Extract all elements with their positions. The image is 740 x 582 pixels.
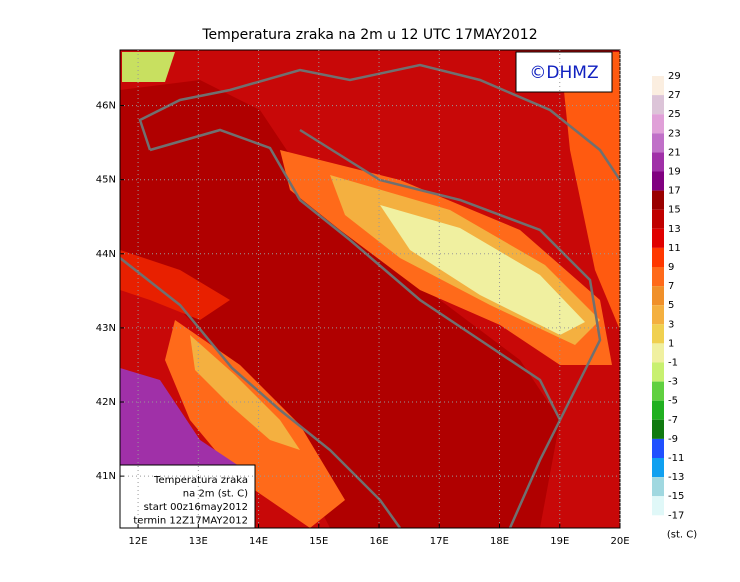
colorbar-label: 27 — [668, 90, 681, 101]
y-tick-label: 41N — [96, 471, 116, 482]
map-frame — [119, 49, 621, 529]
x-tick-label: 18E — [490, 536, 509, 547]
colorbar-box — [652, 95, 664, 115]
x-tick-label: 12E — [129, 536, 148, 547]
y-tick-label: 46N — [96, 101, 116, 112]
colorbar-label: 5 — [668, 300, 674, 311]
colorbar-label: -13 — [668, 472, 684, 483]
x-tick-label: 19E — [550, 536, 569, 547]
info-text: Temperatura zraka — [153, 475, 248, 486]
sea-field — [120, 80, 560, 528]
colorbar-box — [652, 228, 664, 248]
y-tick-label: 45N — [96, 175, 116, 186]
info-box — [119, 464, 256, 529]
colorbar-box — [652, 171, 664, 191]
warm-field — [380, 205, 585, 335]
info-text: na 2m (st. C) — [183, 489, 248, 500]
info-text: termin 12Z17MAY2012 — [133, 516, 248, 527]
copyright-box — [515, 51, 613, 93]
coastlines — [120, 63, 620, 528]
colorbar-label: 25 — [668, 109, 681, 120]
colorbar-label: 3 — [668, 319, 674, 330]
colorbar-label: 29 — [668, 71, 681, 82]
colorbar-box — [652, 133, 664, 153]
colorbar-label: -5 — [668, 396, 678, 407]
colorbar-label: 13 — [668, 224, 681, 235]
colorbar-label: 11 — [668, 243, 681, 254]
colorbar-unit: (st. C) — [667, 529, 697, 540]
colorbar-label: 7 — [668, 281, 674, 292]
y-tick-label: 43N — [96, 323, 116, 334]
x-tick-label: 14E — [249, 536, 268, 547]
colorbar-box — [652, 190, 664, 210]
colorbar-box — [652, 267, 664, 287]
warm-field — [560, 52, 620, 330]
colorbar-label: 19 — [668, 167, 681, 178]
cool-field — [122, 52, 175, 82]
colorbar-label: -15 — [668, 491, 684, 502]
colorbar-box — [652, 419, 664, 439]
x-tick-label: 17E — [430, 536, 449, 547]
colorbar-box — [652, 496, 664, 516]
x-tick-label: 20E — [610, 536, 629, 547]
info-text: start 00z16may2012 — [144, 502, 248, 513]
x-tick-label: 16E — [370, 536, 389, 547]
colorbar-box — [652, 400, 664, 420]
colorbar-label: 1 — [668, 338, 674, 349]
colorbar-box — [652, 324, 664, 344]
colorbar-box — [652, 247, 664, 267]
colorbar-box — [652, 477, 664, 497]
colorbar-label: 23 — [668, 128, 681, 139]
y-tick-label: 42N — [96, 397, 116, 408]
colorbar-label: -7 — [668, 415, 678, 426]
colorbar-label: -9 — [668, 434, 678, 445]
colorbar-label: -17 — [668, 510, 684, 521]
colorbar-label: 15 — [668, 205, 681, 216]
warm-field — [190, 335, 300, 450]
colorbar-box — [652, 458, 664, 478]
colorbar-box — [652, 209, 664, 229]
colorbar-label: 17 — [668, 186, 681, 197]
colorbar-box — [652, 362, 664, 382]
colorbar-box — [652, 381, 664, 401]
colorbar-box — [652, 438, 664, 458]
copyright: ©DHMZ — [529, 63, 598, 83]
x-tick-label: 15E — [309, 536, 328, 547]
map-title: Temperatura zraka na 2m u 12 UTC 17MAY20… — [201, 27, 537, 43]
y-tick-label: 44N — [96, 249, 116, 260]
colorbar-box — [652, 343, 664, 363]
colorbar-label: 21 — [668, 147, 681, 158]
colorbar-box — [652, 76, 664, 96]
map-field — [120, 50, 620, 528]
colorbar-label: -11 — [668, 453, 684, 464]
colorbar-box — [652, 286, 664, 306]
warm-field — [120, 250, 230, 320]
colorbar-box — [652, 114, 664, 134]
colorbar-box — [652, 152, 664, 172]
colorbar-box — [652, 305, 664, 325]
x-tick-label: 13E — [189, 536, 208, 547]
colorbar-label: -1 — [668, 358, 678, 369]
colorbar-label: -3 — [668, 377, 678, 388]
colorbar-label: 9 — [668, 262, 674, 273]
purple-field — [120, 368, 245, 470]
